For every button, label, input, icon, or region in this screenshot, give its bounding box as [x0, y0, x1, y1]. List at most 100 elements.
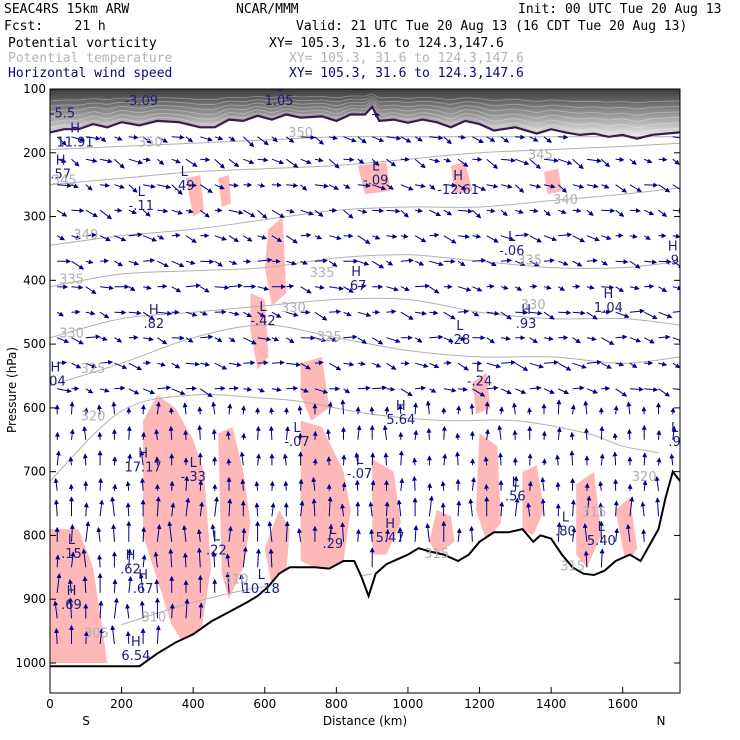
- wind-vector: [612, 451, 618, 466]
- wind-vector: [53, 600, 59, 619]
- wind-vector: [168, 548, 174, 568]
- wind-vector: [643, 209, 655, 216]
- wind-vector: [343, 136, 357, 143]
- wind-vector: [586, 235, 600, 242]
- wind-vector: [656, 457, 662, 466]
- wind-vector: [500, 335, 511, 341]
- wind-vector: [85, 259, 94, 265]
- wind-vector: [601, 260, 608, 266]
- extremum-value: -.42: [250, 314, 275, 329]
- wind-vector: [540, 498, 546, 517]
- wind-vector: [558, 286, 566, 291]
- wind-vector: [601, 337, 615, 345]
- wind-vector: [169, 603, 175, 619]
- extremum-value: 5.64: [386, 413, 415, 428]
- wind-vector: [486, 362, 502, 369]
- extremum-value: 1.04: [594, 301, 623, 316]
- wind-vector: [142, 388, 156, 395]
- wind-vector: [558, 310, 572, 316]
- wind-vector: [343, 184, 351, 189]
- extremum-letter: H: [67, 584, 77, 599]
- wind-vector: [586, 336, 597, 342]
- theta-contour-340: [50, 187, 680, 246]
- wind-vector: [486, 283, 495, 289]
- wind-vector: [428, 495, 434, 517]
- theta-label: 350: [138, 135, 163, 150]
- wind-vector: [629, 386, 644, 392]
- wind-vector: [672, 362, 680, 369]
- wind-vector: [171, 388, 186, 395]
- wind-vector: [672, 337, 680, 343]
- wind-vector: [357, 337, 367, 344]
- wind-vector: [458, 234, 470, 240]
- wind-vector: [99, 311, 110, 319]
- wind-vector: [458, 134, 466, 140]
- theta-label: 325: [81, 362, 106, 377]
- y-tick-label: 200: [23, 146, 46, 160]
- wind-vector: [167, 521, 173, 542]
- theta-contour-335: [50, 254, 680, 288]
- wind-vector: [529, 310, 543, 316]
- wind-vector: [529, 183, 542, 189]
- wind-vector: [185, 235, 197, 243]
- wind-vector: [658, 388, 671, 397]
- wind-vector: [128, 388, 140, 395]
- extremum-letter: L: [190, 456, 198, 471]
- wind-vector: [138, 573, 144, 593]
- wind-vector: [128, 286, 136, 292]
- wind-vector: [357, 183, 371, 188]
- wind-vector: [114, 385, 126, 391]
- wind-vector: [185, 386, 197, 391]
- wind-vector: [671, 425, 677, 440]
- y-tick-label: 900: [23, 592, 46, 606]
- wind-vector: [114, 136, 123, 141]
- extremum-letter: L: [356, 453, 364, 468]
- x-axis-label: Distance (km): [323, 714, 407, 728]
- wind-vector: [269, 407, 275, 415]
- wind-vector: [672, 233, 680, 239]
- wind-vector: [658, 209, 668, 218]
- wind-vector: [613, 500, 619, 517]
- wind-vector: [286, 385, 299, 391]
- theta-label: 340: [73, 228, 98, 243]
- extremum-letter: H: [138, 447, 148, 462]
- wind-vector: [672, 208, 680, 214]
- theta-label: 330: [521, 298, 546, 313]
- pv-positive-region: [429, 509, 455, 555]
- wind-vector: [211, 428, 217, 440]
- wind-vector: [286, 337, 295, 344]
- wind-vector: [142, 209, 151, 217]
- wind-vector: [427, 482, 433, 491]
- wind-vector: [241, 527, 247, 542]
- wind-vector: [357, 209, 368, 214]
- wind-vector: [601, 362, 612, 369]
- wind-vector: [586, 388, 599, 394]
- wind-vector: [529, 260, 540, 267]
- extremum-letter: L: [138, 185, 146, 200]
- wind-vector: [170, 502, 176, 517]
- wind-vector: [98, 600, 104, 619]
- wind-vector: [443, 235, 457, 244]
- wind-vector: [185, 497, 191, 517]
- wind-vector: [629, 260, 641, 269]
- wind-vector: [371, 362, 382, 368]
- extremum-value: -5.5: [50, 107, 75, 122]
- wind-vector: [257, 311, 266, 318]
- tropopause-line: [50, 105, 680, 140]
- wind-vector: [298, 478, 304, 491]
- wind-vector: [85, 209, 98, 218]
- wind-vector: [141, 554, 147, 568]
- wind-vector: [284, 425, 290, 440]
- stratosphere-pv-contour: [50, 93, 680, 104]
- theta-label: 350: [288, 126, 313, 141]
- wind-vector: [615, 388, 628, 397]
- wind-vector: [142, 285, 152, 290]
- wind-vector: [314, 360, 324, 366]
- wind-vector: [214, 337, 223, 342]
- wind-vector: [142, 311, 155, 321]
- wind-vector: [228, 235, 240, 243]
- center-title: NCAR/MMM: [236, 2, 299, 17]
- wind-vector: [200, 361, 211, 367]
- wind-vector: [171, 260, 185, 268]
- wind-vector: [286, 260, 297, 266]
